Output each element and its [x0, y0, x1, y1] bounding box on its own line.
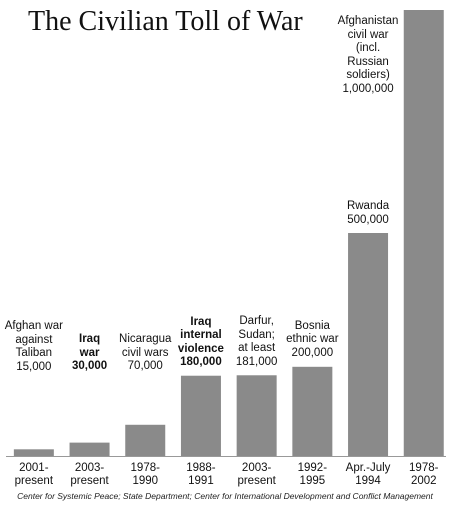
- x-tick-label: 2003- present: [70, 462, 109, 487]
- x-tick-label: 1978- 1990: [130, 462, 160, 487]
- bar: [125, 424, 166, 456]
- x-tick-label: 1988- 1991: [186, 462, 216, 487]
- bar-label: Iraq internal violence: [177, 315, 224, 355]
- bar-label: Darfur, Sudan; at least: [238, 315, 276, 355]
- bar-label: Nicaragua civil wars: [119, 333, 172, 359]
- value-label: 200,000: [291, 346, 334, 359]
- value-label: 70,000: [127, 360, 163, 372]
- value-label: 181,000: [235, 355, 278, 368]
- value-label: 15,000: [16, 360, 52, 373]
- bar-label: Iraq war: [79, 333, 101, 359]
- bar-annotation: Iraq war 30,000: [50, 333, 130, 374]
- value-label: 500,000: [347, 213, 389, 226]
- bar-annotation: Rwanda 500,000: [328, 200, 408, 227]
- value-label: 1,000,000: [342, 82, 394, 95]
- bar-annotation: Iraq internal violence 180,000: [161, 316, 241, 370]
- bar: [69, 442, 110, 456]
- bar: [13, 449, 54, 456]
- bar-annotation: Afghan war against Taliban 15,000: [0, 320, 74, 374]
- value-label: 180,000: [180, 356, 222, 369]
- bar-label: Afghanistan civil war (incl. Russian sol…: [337, 15, 399, 81]
- bar-label: Afghan war against Taliban: [4, 320, 63, 359]
- bar: [236, 375, 277, 456]
- x-tick-label: 2001- present: [14, 462, 54, 487]
- x-tick-label: 1978- 2002: [409, 462, 439, 487]
- x-tick-label: 2003- present: [237, 462, 276, 487]
- chart-title: The Civilian Toll of War: [28, 6, 303, 37]
- bar: [180, 375, 221, 456]
- bar-annotation: Afghanistan civil war (incl. Russian sol…: [328, 15, 408, 96]
- bar-annotation: Nicaragua civil wars 70,000: [105, 333, 185, 374]
- value-label: 30,000: [71, 360, 108, 372]
- bar-label: Rwanda: [346, 200, 390, 212]
- source-note: Center for Systemic Peace; State Departm…: [17, 491, 433, 501]
- bar: [348, 233, 389, 456]
- x-tick-label: Apr.-July 1994: [345, 462, 391, 487]
- bar: [403, 10, 444, 456]
- bar-annotation: Bosnia ethnic war 200,000: [272, 320, 352, 361]
- bar-annotation: Darfur, Sudan; at least 181,000: [217, 315, 297, 369]
- bar-label: Bosnia ethnic war: [286, 319, 339, 346]
- x-tick-label: 1992- 1995: [297, 462, 328, 487]
- bar: [292, 366, 333, 456]
